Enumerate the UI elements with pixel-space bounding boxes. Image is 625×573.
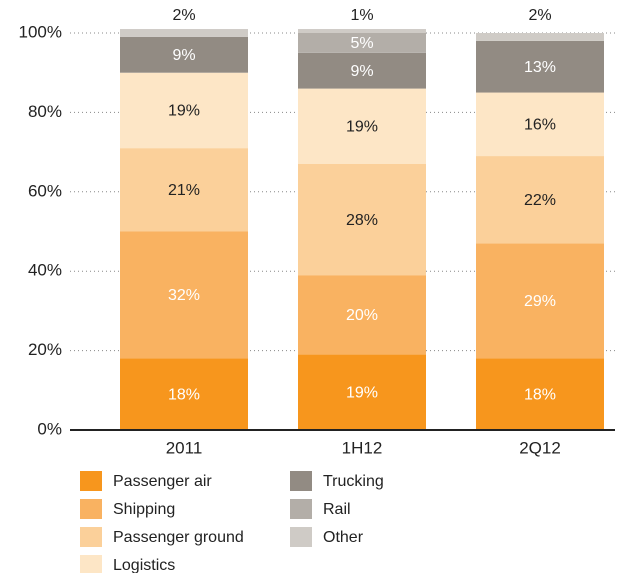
y-tick-label: 20% — [28, 340, 62, 359]
bar-segment — [298, 354, 426, 430]
legend-label: Shipping — [113, 501, 175, 518]
legend-label: Trucking — [323, 473, 384, 490]
bar-segment — [476, 358, 604, 430]
data-label: 1% — [350, 7, 373, 24]
data-label: 16% — [524, 117, 556, 134]
legend-swatch — [80, 471, 102, 491]
x-tick-label: 2011 — [166, 438, 203, 457]
data-label: 2% — [528, 7, 551, 24]
data-label: 22% — [524, 192, 556, 209]
data-label: 5% — [350, 35, 373, 52]
data-label: 20% — [346, 307, 378, 324]
data-label: 19% — [346, 119, 378, 136]
bar-segment — [298, 164, 426, 276]
legend-swatch — [80, 499, 102, 519]
legend-swatch — [290, 471, 312, 491]
bar-segment — [476, 40, 604, 93]
bar-segment — [120, 358, 248, 430]
legend-label: Other — [323, 529, 364, 546]
bar-segment — [120, 148, 248, 232]
y-tick-label: 80% — [28, 102, 62, 121]
data-label: 18% — [168, 386, 200, 403]
bar-segment — [120, 36, 248, 73]
legend-swatch — [290, 527, 312, 547]
data-label: 29% — [524, 293, 556, 310]
legend-label: Passenger ground — [113, 529, 244, 546]
data-label: 18% — [524, 386, 556, 403]
data-label: 9% — [172, 47, 195, 64]
bar-segment — [476, 33, 604, 41]
data-label: 2% — [172, 7, 195, 24]
legend-label: Logistics — [113, 557, 175, 573]
x-tick-label: 1H12 — [342, 438, 383, 457]
data-label: 28% — [346, 212, 378, 229]
data-label: 21% — [168, 182, 200, 199]
legend-label: Passenger air — [113, 473, 212, 490]
data-label: 19% — [346, 385, 378, 402]
bar-segment — [298, 275, 426, 355]
bar-segment — [120, 231, 248, 359]
bar-segment — [298, 52, 426, 89]
bar-segment — [476, 92, 604, 157]
bar-segment — [120, 72, 248, 149]
y-tick-label: 60% — [28, 181, 62, 200]
legend-swatch — [80, 527, 102, 547]
legend-swatch — [80, 555, 102, 573]
data-label: 13% — [524, 59, 556, 76]
bar-segment — [298, 88, 426, 165]
y-tick-label: 0% — [37, 419, 62, 438]
bar-segment — [476, 243, 604, 359]
legend-swatch — [290, 499, 312, 519]
data-label: 9% — [350, 63, 373, 80]
y-tick-label: 100% — [19, 22, 62, 41]
bar-segment — [298, 29, 426, 33]
bar-segment — [298, 33, 426, 53]
bar-segment — [476, 156, 604, 244]
y-tick-label: 40% — [28, 261, 62, 280]
bar-segment — [120, 29, 248, 37]
data-label: 19% — [168, 103, 200, 120]
legend-label: Rail — [323, 501, 351, 518]
data-label: 32% — [168, 287, 200, 304]
x-tick-label: 2Q12 — [519, 438, 561, 457]
